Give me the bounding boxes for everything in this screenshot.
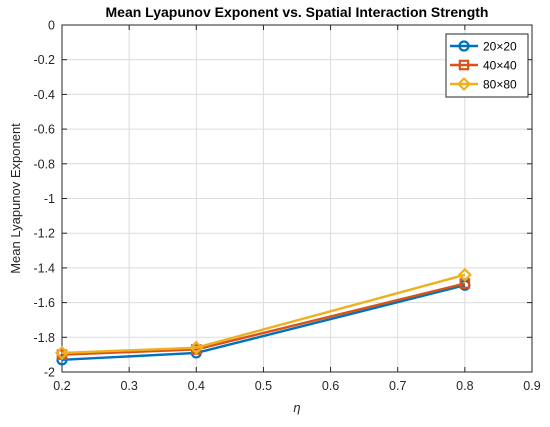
x-tick-label: 0.3 <box>120 379 137 393</box>
legend-marker <box>458 40 470 52</box>
y-tick-label: -2 <box>44 366 55 380</box>
legend: 20×20 40×40 80×80 <box>445 33 529 98</box>
x-tick-label: 0.2 <box>53 379 70 393</box>
x-tick-label: 0.6 <box>322 379 339 393</box>
series-layer <box>54 267 472 366</box>
y-tick-label: -1 <box>44 192 55 206</box>
legend-item: 80×80 <box>450 76 517 92</box>
y-tick-label: 0 <box>48 19 55 33</box>
legend-label: 40×40 <box>483 59 517 73</box>
data-point-marker <box>189 340 204 355</box>
y-tick-label: -0.2 <box>33 53 55 67</box>
x-tick-label: 0.5 <box>255 379 272 393</box>
chart-title: Mean Lyapunov Exponent vs. Spatial Inter… <box>106 4 489 20</box>
legend-marker <box>456 76 472 92</box>
legend-label: 20×20 <box>483 40 517 54</box>
y-tick-label: -1.8 <box>33 331 55 345</box>
y-tick-label: -1.4 <box>33 261 55 275</box>
series-line <box>61 282 466 356</box>
data-point-marker <box>54 345 70 360</box>
x-axis-label: η <box>293 400 300 415</box>
legend-item: 40×40 <box>450 59 517 73</box>
x-tick-label: 0.4 <box>188 379 205 393</box>
y-tick-label: -0.8 <box>33 157 55 171</box>
series-line <box>61 273 466 355</box>
tick-layer: 0.2 0.3 0.4 0.5 0.6 0.7 0.8 0.9 0 -0.2 -0.4 -0.6 -0.… <box>33 19 540 394</box>
legend-label: 80×80 <box>483 78 517 92</box>
y-axis-label: Mean Lyapunov Exponent <box>8 123 23 274</box>
y-tick-label: -0.6 <box>33 123 55 137</box>
y-tick-label: -1.2 <box>33 227 55 241</box>
x-tick-label: 0.9 <box>523 379 540 393</box>
x-tick-label: 0.8 <box>456 379 473 393</box>
legend-marker <box>458 59 470 71</box>
y-tick-label: -0.4 <box>33 88 55 102</box>
grid-layer <box>61 24 533 373</box>
y-tick-label: -1.6 <box>33 296 55 310</box>
x-tick-label: 0.7 <box>389 379 406 393</box>
data-point-marker <box>457 267 472 282</box>
series-3 <box>54 267 472 360</box>
legend-item: 20×20 <box>450 40 517 54</box>
